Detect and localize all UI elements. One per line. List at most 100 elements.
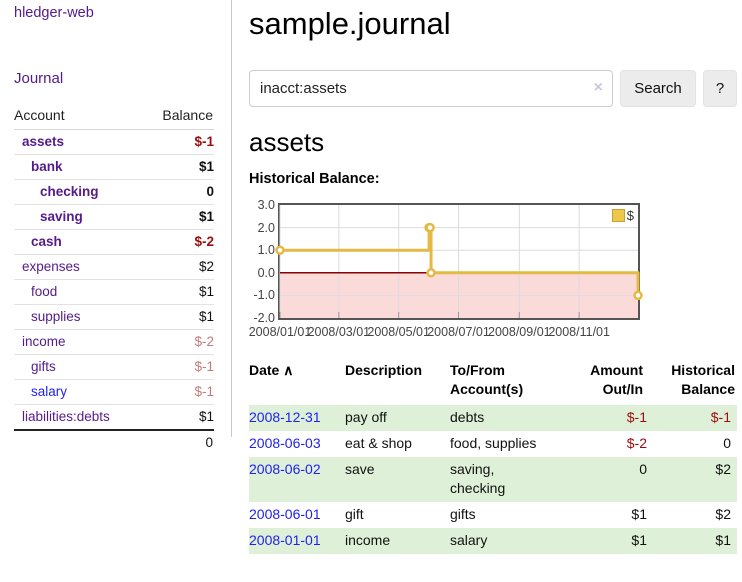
account-heading: assets — [249, 127, 325, 157]
chart-plot-area[interactable]: $ — [275, 203, 643, 320]
register-row: 2008-06-02 save saving, checking 0 $2 — [249, 457, 737, 502]
transaction-date-link[interactable]: 2008-01-01 — [249, 532, 321, 548]
register-body: 2008-12-31 pay off debts $-1 $-1 2008-06-03 ea… — [249, 405, 737, 554]
y-axis-tick-label: 3.0 — [257, 198, 275, 212]
sidebar-account-row: liabilities:debts $1 — [14, 404, 214, 431]
sidebar-account-row: assets $-1 — [14, 129, 214, 155]
sidebar-account-balance: $-2 — [143, 229, 214, 255]
legend-swatch-icon — [611, 209, 625, 222]
register-header-row: Date ∧ Description To/From Account(s) Am… — [249, 359, 737, 405]
sidebar-account-row: supplies $1 — [14, 304, 214, 330]
accounts-header-account: Account — [14, 104, 144, 130]
search-input[interactable] — [249, 70, 613, 107]
sidebar: hledger-web Journal Account Balance asse… — [0, 0, 232, 455]
help-button[interactable]: ? — [703, 70, 737, 107]
sidebar-account-balance: $-1 — [143, 354, 214, 380]
chart-heading: Historical Balance: — [249, 171, 380, 187]
y-axis-tick-label: 0.0 — [257, 265, 275, 280]
register-header-description: Description — [345, 362, 423, 378]
sidebar-account-link[interactable]: bank — [31, 159, 63, 174]
transaction-date-link[interactable]: 2008-06-01 — [249, 506, 321, 522]
transaction-accounts: food, supplies — [450, 435, 537, 451]
sidebar-account-link[interactable]: expenses — [22, 259, 80, 274]
transaction-balance: $1 — [715, 532, 731, 548]
chart-legend: $ — [611, 208, 634, 223]
transaction-description: eat & shop — [345, 435, 412, 451]
transaction-amount: $-1 — [626, 409, 647, 425]
search-form: × Search ? — [249, 70, 737, 107]
transaction-description: gift — [345, 506, 364, 522]
x-axis-tick-label: 2008/11/01 — [548, 325, 610, 339]
transaction-balance: $-1 — [710, 409, 731, 425]
x-axis-tick-label: 2008/01/01 — [248, 325, 312, 339]
transaction-accounts: saving, checking — [450, 461, 506, 496]
search-button[interactable]: Search — [620, 70, 696, 107]
accounts-header-balance: Balance — [143, 104, 214, 130]
register-row: 2008-06-01 gift gifts $1 $2 — [249, 502, 737, 528]
sidebar-account-link[interactable]: liabilities:debts — [22, 409, 110, 424]
sidebar-account-link[interactable]: saving — [40, 209, 83, 224]
sidebar-account-balance: $1 — [143, 404, 214, 431]
transaction-description: income — [345, 532, 391, 548]
accounts-total-value: 0 — [143, 429, 214, 455]
y-axis-tick-label: -2.0 — [253, 311, 275, 325]
sidebar-accounts-body: assets $-1 bank $1 checking 0 saving $1 cash $-2 e… — [14, 129, 214, 431]
transaction-balance: 0 — [723, 435, 731, 451]
transaction-amount: $-2 — [626, 435, 647, 451]
register-header-accounts: To/From Account(s) — [450, 362, 524, 397]
sidebar-account-link[interactable]: food — [31, 284, 58, 299]
register-row: 2008-12-31 pay off debts $-1 $-1 — [249, 405, 737, 431]
transaction-description: save — [345, 461, 375, 477]
sidebar-account-link[interactable]: gifts — [31, 359, 56, 374]
sidebar-account-row: saving $1 — [14, 204, 214, 230]
y-axis-tick-label: 1.0 — [257, 243, 275, 258]
transaction-amount: $1 — [631, 506, 647, 522]
transaction-date-link[interactable]: 2008-06-03 — [249, 435, 321, 451]
sidebar-account-row: bank $1 — [14, 154, 214, 180]
transaction-accounts: gifts — [450, 506, 476, 522]
transaction-date-link[interactable]: 2008-06-02 — [249, 461, 321, 477]
sidebar-account-link[interactable]: salary — [31, 384, 68, 399]
accounts-table: Account Balance assets $-1 bank $1 checking 0… — [14, 104, 214, 455]
sidebar-item-journal[interactable]: Journal — [14, 70, 64, 87]
accounts-total-row: 0 — [14, 429, 214, 455]
transaction-accounts: salary — [450, 532, 488, 548]
y-axis-tick-label: 2.0 — [257, 220, 275, 235]
sidebar-account-row: expenses $2 — [14, 254, 214, 280]
sidebar-account-balance: $-1 — [143, 129, 214, 155]
sidebar-account-balance: $1 — [143, 204, 214, 230]
x-axis-tick-label: 2008/09/01 — [488, 325, 551, 339]
transaction-amount: $1 — [631, 532, 647, 548]
sidebar-account-balance: $-1 — [143, 379, 214, 405]
x-axis-tick-label: 2008/07/01 — [427, 325, 490, 339]
y-axis-tick-label: -1.0 — [253, 288, 275, 303]
clear-search-icon[interactable]: × — [593, 79, 603, 96]
register-header-balance: Historical Balance — [671, 362, 735, 397]
sidebar-account-link[interactable]: checking — [40, 184, 99, 199]
transaction-amount: 0 — [639, 461, 647, 477]
register-table: Date ∧ Description To/From Account(s) Am… — [249, 359, 737, 554]
sidebar-account-row: food $1 — [14, 279, 214, 305]
historical-balance-chart: $ 3.0 2.0 1.0 0.0 -1.0 -2.0 2008/01/01 2008/03/… — [248, 198, 737, 342]
sidebar-account-row: salary $-1 — [14, 379, 214, 405]
transaction-accounts: debts — [450, 409, 485, 425]
x-axis-tick-label: 2008/03/01 — [307, 325, 371, 339]
sidebar-account-balance: $1 — [143, 304, 214, 330]
sidebar-account-link[interactable]: income — [22, 334, 66, 349]
legend-label: $ — [626, 208, 634, 223]
sidebar-account-balance: $2 — [143, 254, 214, 280]
sidebar-account-row: checking 0 — [14, 179, 214, 205]
balance-line-svg — [275, 205, 643, 318]
x-axis-tick-label: 2008/05/01 — [367, 325, 430, 339]
sidebar-account-row: cash $-2 — [14, 229, 214, 255]
sidebar-account-link[interactable]: assets — [22, 134, 65, 149]
transaction-date-link[interactable]: 2008-12-31 — [249, 409, 321, 425]
app-brand-link[interactable]: hledger-web — [14, 5, 94, 21]
sort-ascending-icon: ∧ — [283, 362, 294, 378]
sidebar-account-balance: $-2 — [143, 329, 214, 355]
transaction-description: pay off — [345, 409, 387, 425]
register-header-date: Date ∧ — [249, 362, 294, 378]
sidebar-account-link[interactable]: supplies — [31, 309, 81, 324]
sidebar-account-link[interactable]: cash — [31, 234, 62, 249]
sidebar-account-balance: 0 — [143, 179, 214, 205]
